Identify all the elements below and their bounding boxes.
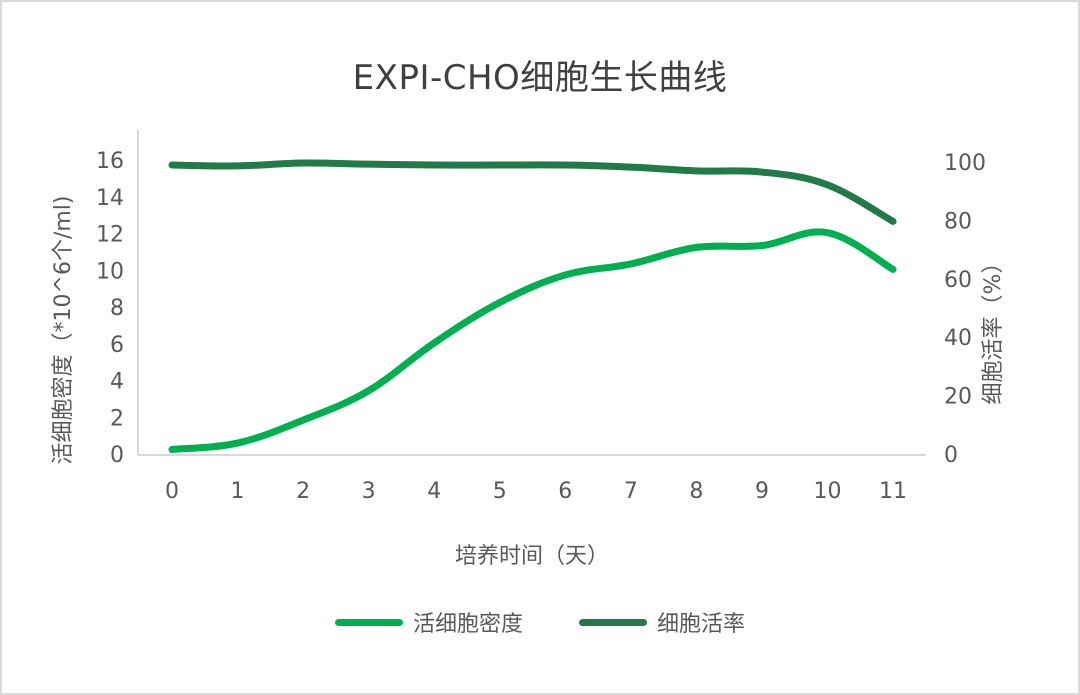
left-tick-label: 14 bbox=[96, 186, 124, 211]
right-tick-label: 60 bbox=[944, 268, 972, 293]
x-tick-label: 3 bbox=[362, 479, 376, 504]
left-tick-label: 10 bbox=[96, 259, 124, 284]
x-tick-label: 10 bbox=[814, 479, 842, 504]
right-axis-title: 细胞活率（%） bbox=[981, 252, 1006, 405]
series-line-viability bbox=[168, 159, 897, 225]
legend-swatch-density bbox=[334, 618, 403, 626]
right-tick-label: 0 bbox=[944, 443, 958, 468]
right-tick-label: 100 bbox=[944, 151, 986, 176]
left-axis-title: 活细胞密度（*10^6个/ml) bbox=[51, 196, 76, 465]
x-ticks: 0 1 2 3 4 5 6 7 8 9 10 11 bbox=[165, 479, 907, 504]
x-tick-label: 4 bbox=[427, 479, 441, 504]
right-y-ticks: 0 20 40 60 80 100 bbox=[944, 151, 986, 468]
legend-label-density: 活细胞密度 bbox=[412, 612, 523, 637]
x-tick-label: 7 bbox=[624, 479, 638, 504]
left-tick-label: 8 bbox=[110, 296, 124, 321]
left-tick-label: 6 bbox=[110, 333, 124, 358]
legend-item-viability[interactable]: 细胞活率 bbox=[579, 606, 745, 638]
legend-swatch-viability bbox=[579, 618, 647, 626]
chart-title: EXPI-CHO细胞生长曲线 bbox=[352, 58, 728, 98]
x-tick-label: 6 bbox=[558, 479, 572, 504]
right-tick-label: 80 bbox=[944, 209, 972, 234]
x-tick-label: 1 bbox=[231, 479, 245, 504]
series-line-density bbox=[168, 228, 897, 453]
right-tick-label: 20 bbox=[944, 385, 972, 410]
x-axis-title: 培养时间（天） bbox=[455, 544, 609, 569]
left-tick-label: 16 bbox=[96, 149, 124, 174]
left-tick-label: 4 bbox=[110, 370, 124, 395]
left-tick-label: 2 bbox=[110, 406, 124, 431]
x-tick-label: 5 bbox=[493, 479, 507, 504]
legend: 活细胞密度 细胞活率 bbox=[2, 606, 1078, 638]
left-tick-label: 0 bbox=[110, 443, 124, 468]
x-tick-label: 9 bbox=[755, 479, 769, 504]
x-tick-label: 0 bbox=[165, 479, 179, 504]
x-tick-label: 11 bbox=[879, 479, 907, 504]
legend-label-viability: 细胞活率 bbox=[657, 612, 746, 637]
axes bbox=[137, 130, 926, 456]
left-y-ticks: 0 2 4 6 8 10 12 14 16 bbox=[96, 149, 124, 468]
left-tick-label: 12 bbox=[96, 223, 124, 248]
x-tick-label: 2 bbox=[296, 479, 310, 504]
x-tick-label: 8 bbox=[689, 479, 703, 504]
right-tick-label: 40 bbox=[944, 326, 972, 351]
legend-item-density[interactable]: 活细胞密度 bbox=[334, 606, 523, 638]
